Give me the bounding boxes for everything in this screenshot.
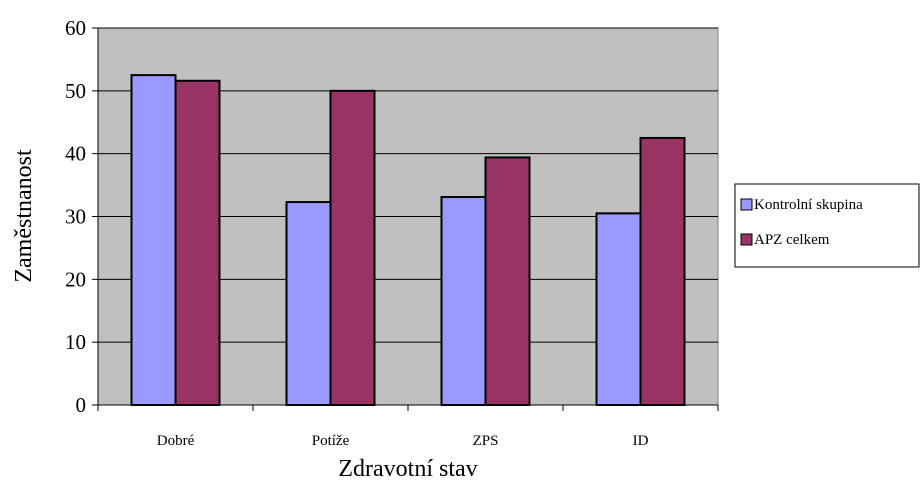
bar-apz-celkem-potize xyxy=(329,89,376,406)
legend-swatch-kontrolni-skupina xyxy=(740,198,753,211)
legend: Kontrolní skupina APZ celkem xyxy=(734,183,920,268)
y-tick-label: 30 xyxy=(65,205,86,229)
x-tick-label-dobre: Dobré xyxy=(157,433,195,449)
bar-kontrolni-skupina-potize xyxy=(285,201,332,406)
bar-apz-celkem-dobre xyxy=(174,79,221,406)
bar-kontrolni-skupina-id xyxy=(595,212,642,406)
y-tick-label: 0 xyxy=(76,393,87,417)
legend-label-apz-celkem: APZ celkem xyxy=(754,232,830,248)
bar-apz-celkem-id xyxy=(639,136,686,406)
bars xyxy=(130,74,686,406)
x-tick-label-zps: ZPS xyxy=(473,433,499,449)
y-axis-title: Zaměstnanost xyxy=(11,149,37,283)
y-tick-labels: 0 10 20 30 40 50 60 xyxy=(65,16,86,417)
legend-box xyxy=(734,183,920,268)
legend-swatch-apz-celkem xyxy=(740,233,753,246)
x-tick-labels: Dobré Potíže ZPS ID xyxy=(157,433,649,449)
y-tick-label: 10 xyxy=(65,330,86,354)
bar-kontrolni-skupina-dobre xyxy=(130,74,177,406)
x-axis-title: Zdravotní stav xyxy=(338,456,477,482)
x-tick-label-id: ID xyxy=(633,433,649,449)
x-tick-label-potize: Potíže xyxy=(312,433,350,449)
bar-kontrolni-skupina-zps xyxy=(440,196,487,406)
y-tick-label: 40 xyxy=(65,142,86,166)
y-tick-label: 20 xyxy=(65,267,86,291)
y-tick-label: 50 xyxy=(65,79,86,103)
legend-label-kontrolni-skupina: Kontrolní skupina xyxy=(754,197,863,213)
y-tick-label: 60 xyxy=(65,16,86,40)
bar-apz-celkem-zps xyxy=(484,156,531,406)
axes xyxy=(92,27,719,411)
